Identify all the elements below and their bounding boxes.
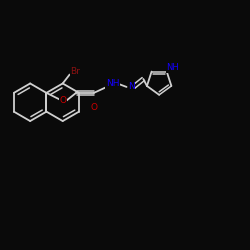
Text: NH: NH — [106, 80, 120, 88]
Text: Br: Br — [70, 67, 81, 76]
Text: NH: NH — [166, 63, 179, 72]
Text: O: O — [90, 103, 98, 112]
Text: N: N — [128, 82, 135, 92]
Text: O: O — [60, 96, 67, 105]
